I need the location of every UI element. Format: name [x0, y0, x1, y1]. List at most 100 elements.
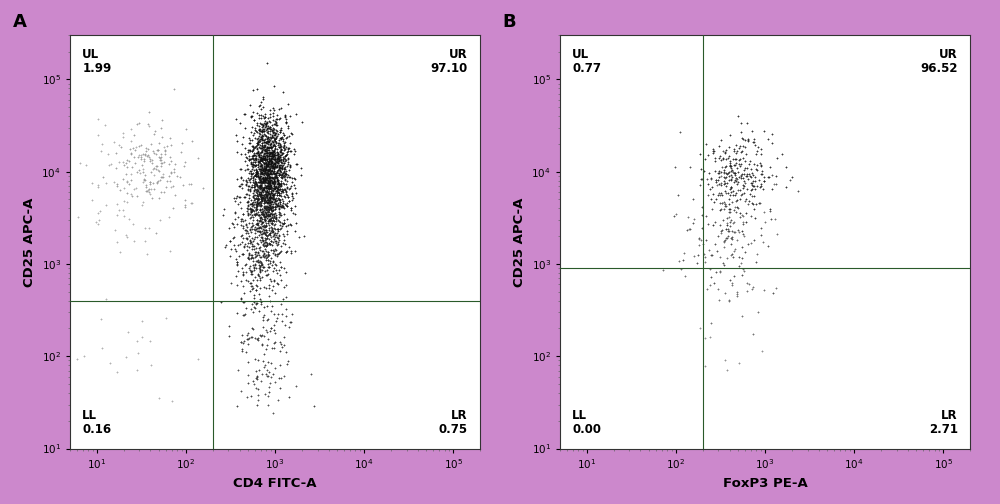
Point: [280, 158, 296, 166]
Point: [260, 198, 276, 206]
Point: [254, 186, 270, 195]
Point: [265, 128, 281, 136]
Point: [267, 155, 283, 163]
Point: [248, 186, 264, 195]
Point: [744, 184, 760, 193]
Point: [169, 172, 185, 180]
Point: [257, 390, 273, 398]
Point: [260, 138, 276, 146]
Point: [264, 228, 280, 236]
Point: [252, 191, 268, 199]
Point: [256, 192, 272, 200]
Point: [258, 197, 274, 205]
Point: [234, 238, 250, 246]
Point: [258, 209, 274, 217]
Point: [248, 251, 264, 260]
Point: [262, 149, 278, 157]
Point: [710, 169, 726, 177]
Point: [261, 154, 277, 162]
Point: [248, 209, 264, 217]
Point: [704, 205, 720, 213]
Point: [273, 155, 289, 163]
Point: [131, 166, 147, 174]
Point: [233, 165, 249, 173]
Point: [249, 168, 265, 176]
Point: [246, 294, 262, 302]
Point: [272, 153, 288, 161]
Point: [725, 253, 741, 261]
Point: [267, 120, 283, 128]
Point: [215, 211, 231, 219]
Point: [255, 263, 271, 271]
Point: [266, 212, 282, 220]
Point: [257, 223, 273, 231]
Point: [125, 144, 141, 152]
Point: [256, 143, 272, 151]
Point: [293, 171, 309, 179]
Point: [162, 134, 178, 142]
Point: [263, 176, 279, 184]
Point: [281, 173, 297, 181]
Point: [262, 196, 278, 204]
Point: [255, 174, 271, 182]
Point: [259, 238, 275, 246]
Point: [260, 392, 276, 400]
Point: [271, 217, 287, 225]
Point: [253, 297, 269, 305]
Point: [245, 158, 261, 166]
Point: [260, 199, 276, 207]
Point: [152, 156, 168, 164]
Point: [258, 212, 274, 220]
Point: [123, 137, 139, 145]
Point: [275, 168, 291, 176]
Point: [261, 157, 277, 165]
Point: [263, 199, 279, 207]
Point: [243, 197, 259, 205]
Point: [258, 147, 274, 155]
Point: [267, 178, 283, 186]
Point: [270, 310, 286, 318]
Point: [273, 242, 289, 250]
Point: [257, 131, 273, 139]
Point: [252, 267, 268, 275]
Point: [249, 195, 265, 203]
Point: [735, 212, 751, 220]
Point: [268, 135, 284, 143]
Point: [267, 149, 283, 157]
Point: [255, 174, 271, 182]
Point: [143, 168, 159, 176]
Point: [227, 208, 243, 216]
Point: [261, 224, 277, 232]
Point: [278, 187, 294, 196]
Point: [256, 253, 272, 261]
Point: [250, 172, 266, 180]
Point: [259, 302, 275, 310]
Point: [254, 178, 270, 186]
Point: [244, 183, 260, 192]
Point: [257, 166, 273, 174]
Point: [697, 258, 713, 266]
Point: [254, 196, 270, 204]
Point: [262, 156, 278, 164]
Point: [296, 232, 312, 240]
Point: [281, 323, 297, 331]
Point: [723, 216, 739, 224]
Point: [730, 204, 746, 212]
Point: [256, 227, 272, 235]
Point: [156, 188, 172, 196]
Point: [243, 267, 259, 275]
Point: [261, 235, 277, 243]
Point: [134, 201, 150, 209]
Point: [229, 175, 245, 183]
Point: [243, 205, 259, 213]
Point: [254, 193, 270, 201]
Point: [243, 254, 259, 262]
Point: [261, 205, 277, 213]
Point: [136, 157, 152, 165]
Point: [129, 337, 145, 345]
Point: [250, 224, 266, 232]
Point: [247, 229, 263, 237]
Point: [250, 186, 266, 195]
Point: [748, 258, 764, 266]
Point: [229, 138, 245, 146]
